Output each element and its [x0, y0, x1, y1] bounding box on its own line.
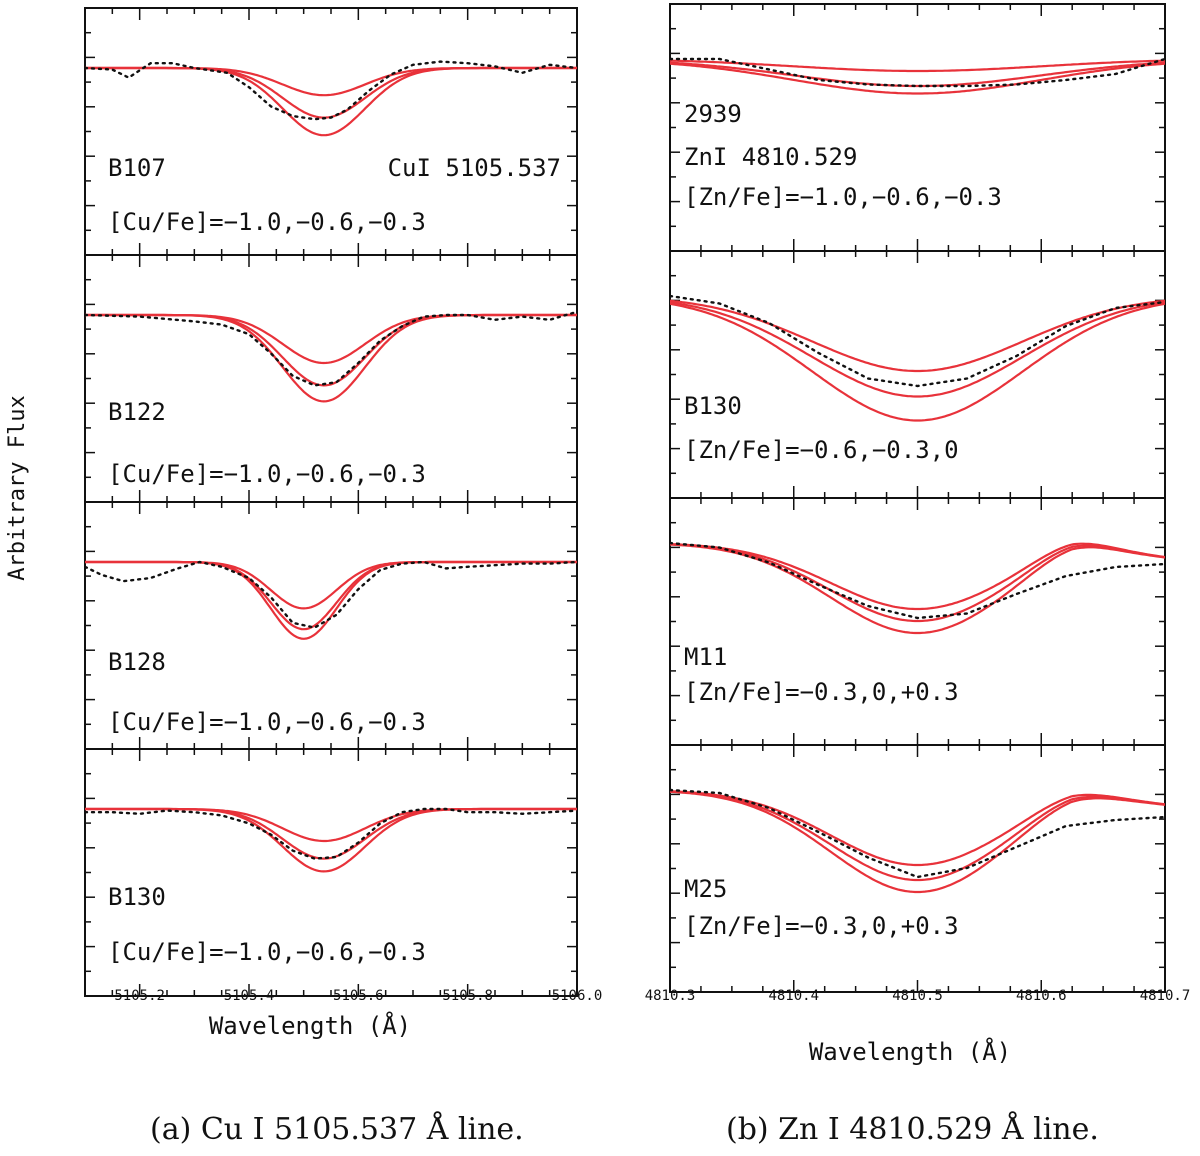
cu-x-tick-label: 5105.4: [224, 988, 275, 1004]
zn-panel-m25: M25 [Zn/Fe]=−0.3,0,+0.3: [669, 744, 1166, 993]
zn-abundance-label: [Zn/Fe]=−0.3,0,+0.3: [684, 912, 959, 940]
cu-abundance-label: [Cu/Fe]=−1.0,−0.6,−0.3: [108, 708, 426, 736]
zn-model-curve-2: [670, 301, 1165, 398]
zn-observed-spectrum: [670, 788, 1165, 879]
zn-x-tick-label: 4810.4: [768, 988, 819, 1004]
zn-x-tick-label: 4810.7: [1140, 988, 1191, 1004]
cu-abundance-label: [Cu/Fe]=−1.0,−0.6,−0.3: [108, 208, 426, 236]
zn-model-curve-3: [670, 302, 1165, 422]
cu-panel-b128: B128 [Cu/Fe]=−1.0,−0.6,−0.3: [84, 501, 578, 750]
zn-x-tick-label: 4810.5: [892, 988, 943, 1004]
cu-model-curve-3: [85, 560, 577, 640]
cu-x-tick-label: 5105.8: [442, 988, 493, 1004]
cu-model-curve-2: [85, 66, 577, 119]
cu-model-curve-3: [85, 313, 577, 403]
chart-cu-line: B107 CuI 5105.537[Cu/Fe]=−1.0,−0.6,−0.3B1…: [84, 7, 603, 1004]
cu-model-curve-3: [85, 807, 577, 873]
zn-panel-frame: [669, 744, 1166, 993]
zn-star-label: B130: [684, 392, 742, 420]
cu-line-label: CuI 5105.537: [388, 154, 561, 182]
zn-model-curve-1: [670, 59, 1165, 73]
zn-model-curve-3: [670, 62, 1165, 95]
zn-x-tick-label: 4810.6: [1016, 988, 1067, 1004]
cu-model-curve-1: [85, 313, 577, 365]
zn-model-curve-1: [670, 299, 1165, 373]
cu-abundance-label: [Cu/Fe]=−1.0,−0.6,−0.3: [108, 460, 426, 488]
cu-model-curve-3: [85, 66, 577, 137]
zn-star-label: M11: [684, 643, 727, 671]
zn-star-label: M25: [684, 875, 727, 903]
cu-x-tick-label: 5105.2: [114, 988, 165, 1004]
zn-abundance-label: [Zn/Fe]=−0.3,0,+0.3: [684, 678, 959, 706]
cu-model-curve-2: [85, 313, 577, 387]
cu-model-curve-1: [85, 807, 577, 843]
cu-observed-spectrum: [85, 310, 577, 387]
zn-model-curve-3: [670, 543, 1165, 635]
zn-panel-m11: M11 [Zn/Fe]=−0.3,0,+0.3: [669, 497, 1166, 746]
cu-star-label: B107: [108, 154, 166, 182]
cu-observed-spectrum: [85, 60, 577, 121]
cu-panel-b107: B107 CuI 5105.537 [Cu/Fe]=−1.0,−0.6,−0.3: [84, 7, 578, 256]
cu-abundance-label: [Cu/Fe]=−1.0,−0.6,−0.3: [108, 938, 426, 966]
cu-model-curve-1: [85, 560, 577, 610]
caption-cu: (a) Cu I 5105.537 Å line.: [150, 1112, 524, 1147]
zn-line-label: ZnI 4810.529: [684, 143, 857, 171]
cu-model-curve-1: [85, 66, 577, 97]
zn-star-label: 2939: [684, 100, 742, 128]
chart-zn-line: 2939 ZnI 4810.529 [Zn/Fe]=−1.0,−0.6,−0.3 B1…: [645, 3, 1191, 1004]
cu-x-tick-label: 5106.0: [552, 988, 603, 1004]
zn-x-tick-label: 4810.3: [645, 988, 696, 1004]
x-axis-label-zn: Wavelength (Å): [809, 1037, 1011, 1066]
zn-abundance-label: [Zn/Fe]=−0.6,−0.3,0: [684, 436, 959, 464]
cu-model-curve-2: [85, 807, 577, 860]
zn-observed-spectrum: [670, 541, 1165, 620]
zn-model-curve-3: [670, 790, 1165, 894]
zn-model-curve-2: [670, 61, 1165, 88]
zn-panel-b130: B130 [Zn/Fe]=−0.6,−0.3,0: [669, 250, 1166, 499]
zn-model-curve-2: [670, 543, 1165, 623]
zn-observed-spectrum: [670, 57, 1165, 88]
cu-star-label: B130: [108, 883, 166, 911]
cu-star-label: B122: [108, 398, 166, 426]
zn-abundance-label: [Zn/Fe]=−1.0,−0.6,−0.3: [684, 183, 1002, 211]
cu-panel-b130: B130 [Cu/Fe]=−1.0,−0.6,−0.3: [84, 748, 578, 997]
x-axis-label-cu: Wavelength (Å): [209, 1011, 411, 1040]
zn-model-curve-1: [670, 542, 1165, 611]
caption-zn: (b) Zn I 4810.529 Å line.: [726, 1112, 1099, 1147]
zn-panel-2939: 2939 ZnI 4810.529 [Zn/Fe]=−1.0,−0.6,−0.3: [669, 3, 1166, 252]
cu-observed-spectrum: [85, 807, 577, 860]
cu-x-tick-label: 5105.6: [333, 988, 384, 1004]
zn-panel-frame: [669, 3, 1166, 252]
cu-panel-b122: B122 [Cu/Fe]=−1.0,−0.6,−0.3: [84, 254, 578, 503]
cu-observed-spectrum: [85, 560, 577, 629]
cu-star-label: B128: [108, 648, 166, 676]
zn-observed-spectrum: [670, 294, 1165, 388]
y-axis-label: Arbitrary Flux: [5, 395, 30, 580]
zn-model-curve-2: [670, 790, 1165, 882]
